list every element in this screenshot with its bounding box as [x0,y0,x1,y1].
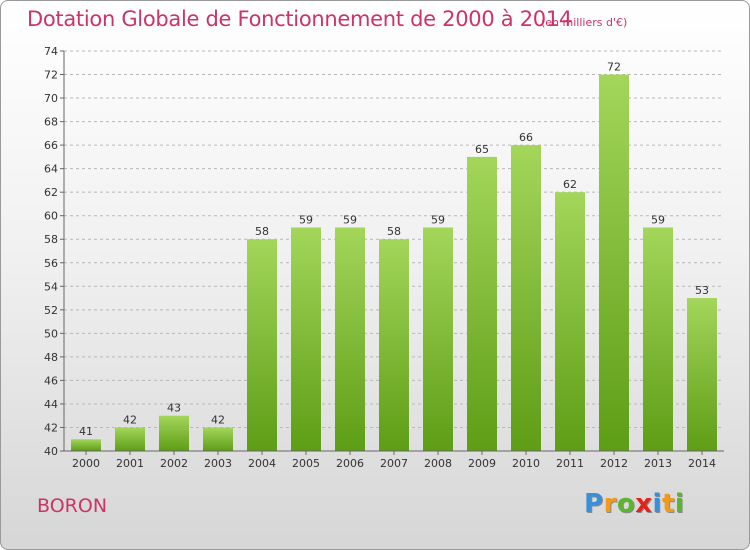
data-label: 62 [563,178,577,191]
data-label: 43 [167,402,181,415]
logo-letter: t [661,489,675,519]
data-label: 59 [651,213,665,226]
axes: 40 42 44 46 48 50 52 54 56 58 60 62 64 66 68 70 72 74 2000… [44,45,724,470]
data-label: 58 [255,225,269,238]
data-label: 53 [695,284,709,297]
bar [555,192,585,452]
place-name: BORON [37,495,108,517]
y-tick-label: 50 [44,327,58,340]
bar [423,227,453,451]
bar [203,427,233,451]
data-label: 59 [431,213,445,226]
logo-letter: i [652,489,662,519]
bar [511,145,541,451]
bar [599,74,629,451]
x-tick-label: 2003 [204,457,232,470]
x-tick-label: 2013 [644,457,672,470]
data-label: 66 [519,131,533,144]
y-tick-label: 52 [44,304,58,317]
data-label: 42 [211,413,225,426]
data-label: 65 [475,143,489,156]
y-tick-label: 66 [44,139,58,152]
y-tick-label: 70 [44,92,58,105]
bar [643,227,673,451]
bar [467,156,497,451]
chart-unit: (en milliers d'€) [541,16,628,29]
y-tick-label: 44 [44,398,58,411]
bar [159,415,189,451]
bar [71,439,101,451]
x-tick-label: 2002 [160,457,188,470]
x-tick-label: 2008 [424,457,452,470]
x-tick-label: 2004 [248,457,276,470]
bar [687,298,717,451]
y-tick-label: 42 [44,421,58,434]
x-tick-label: 2007 [380,457,408,470]
x-tick-label: 2006 [336,457,364,470]
bars: 41 42 43 42 58 59 59 58 59 65 66 62 72 59 53 [71,61,717,452]
y-tick-label: 48 [44,351,58,364]
y-tick-label: 68 [44,116,58,129]
bar [247,239,277,451]
x-tick-label: 2000 [72,457,100,470]
logo-letter: r [603,489,617,519]
data-label: 59 [343,213,357,226]
bar [335,227,365,451]
logo-letter: P [584,489,604,519]
x-tick-label: 2012 [600,457,628,470]
y-tick-label: 72 [44,69,58,82]
x-tick-label: 2011 [556,457,584,470]
x-tick-label: 2010 [512,457,540,470]
logo-letter: o [616,489,636,519]
proxiti-logo: Proxiti [584,489,684,519]
y-tick-label: 64 [44,163,58,176]
bar [379,239,409,451]
chart-title: Dotation Globale de Fonctionnement de 20… [27,7,572,31]
y-tick-label: 40 [44,445,58,458]
x-tick-label: 2001 [116,457,144,470]
data-label: 59 [299,213,313,226]
data-label: 41 [79,425,93,438]
x-tick-label: 2009 [468,457,496,470]
data-label: 72 [607,61,621,74]
y-tick-label: 54 [44,280,58,293]
data-label: 42 [123,413,137,426]
y-tick-label: 62 [44,186,58,199]
bar [115,427,145,451]
y-tick-label: 60 [44,210,58,223]
logo-letter: i [674,489,685,519]
x-tick-label: 2014 [688,457,716,470]
y-tick-label: 58 [44,233,58,246]
y-tick-label: 74 [44,45,58,58]
data-label: 58 [387,225,401,238]
y-tick-label: 46 [44,374,58,387]
bar [291,227,321,451]
x-tick-label: 2005 [292,457,320,470]
y-tick-label: 56 [44,257,58,270]
logo-letter: x [635,489,653,519]
